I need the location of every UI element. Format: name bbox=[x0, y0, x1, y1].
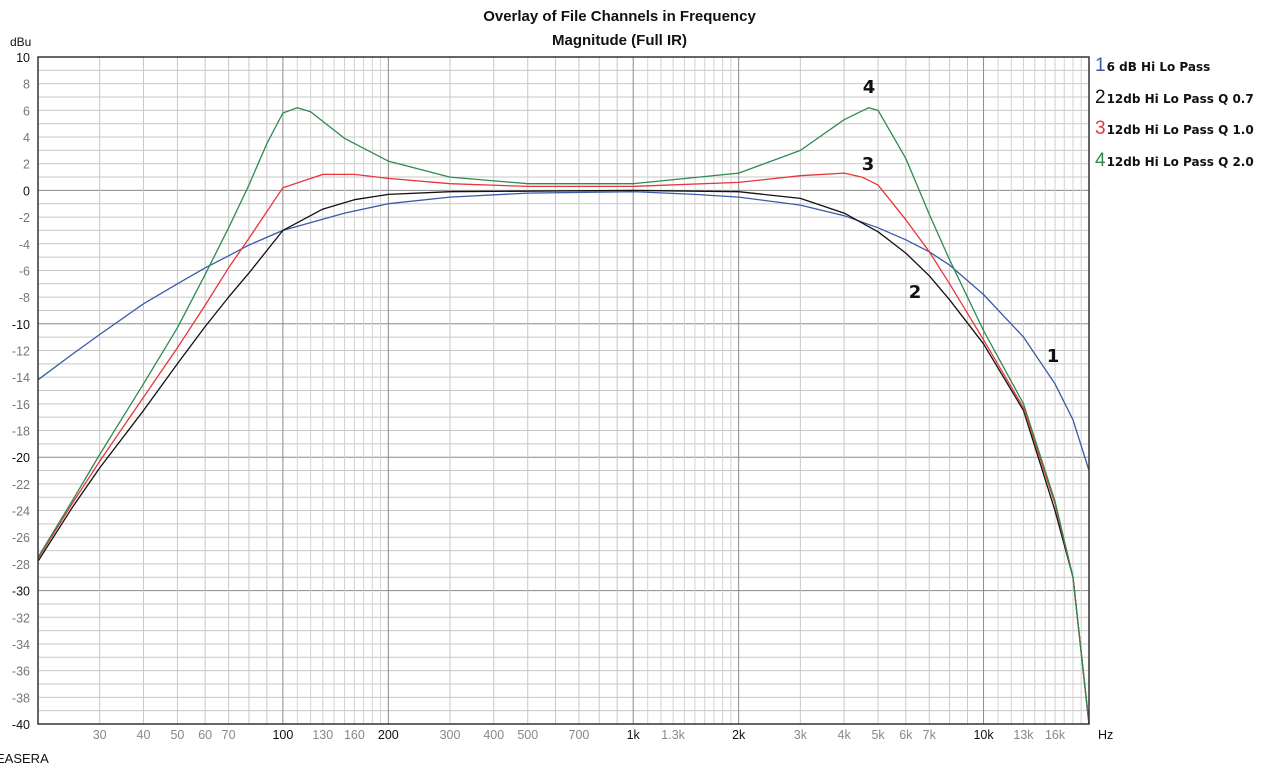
svg-text:16k: 16k bbox=[1045, 728, 1066, 742]
curve-4 bbox=[37, 107, 1090, 725]
svg-text:-10: -10 bbox=[12, 318, 30, 332]
svg-text:-2: -2 bbox=[19, 211, 30, 225]
x-axis-unit: Hz bbox=[1098, 728, 1113, 742]
svg-text:-14: -14 bbox=[12, 371, 30, 385]
svg-text:-20: -20 bbox=[12, 451, 30, 465]
svg-text:-22: -22 bbox=[12, 478, 30, 492]
brand-label: EASERA bbox=[0, 751, 49, 766]
legend-num: 4 bbox=[1095, 149, 1106, 171]
legend-item-4[interactable]: 4 12db Hi Lo Pass Q 2.0 bbox=[1095, 150, 1254, 182]
svg-text:-32: -32 bbox=[12, 611, 30, 625]
curve-3 bbox=[37, 172, 1090, 725]
svg-text:-6: -6 bbox=[19, 264, 30, 278]
svg-text:1.3k: 1.3k bbox=[661, 728, 685, 742]
legend-item-2[interactable]: 2 12db Hi Lo Pass Q 0.7 bbox=[1095, 87, 1254, 119]
svg-text:-36: -36 bbox=[12, 665, 30, 679]
svg-text:160: 160 bbox=[344, 728, 365, 742]
y-axis-unit: dBu bbox=[10, 35, 32, 49]
svg-text:13k: 13k bbox=[1013, 728, 1034, 742]
curve-label-1: 1 bbox=[1047, 346, 1060, 367]
legend-label: 6 dB Hi Lo Pass bbox=[1106, 60, 1211, 74]
svg-text:2k: 2k bbox=[732, 728, 746, 742]
svg-text:-38: -38 bbox=[12, 691, 30, 705]
svg-text:400: 400 bbox=[483, 728, 504, 742]
curve-number-labels: 1 2 3 4 bbox=[862, 77, 1060, 367]
curve-1 bbox=[37, 191, 1090, 471]
svg-text:-12: -12 bbox=[12, 344, 30, 358]
svg-text:130: 130 bbox=[312, 728, 333, 742]
svg-text:7k: 7k bbox=[923, 728, 937, 742]
svg-text:-40: -40 bbox=[12, 718, 30, 732]
svg-text:8: 8 bbox=[23, 78, 30, 92]
svg-text:10k: 10k bbox=[973, 728, 994, 742]
svg-text:200: 200 bbox=[378, 728, 399, 742]
svg-text:-28: -28 bbox=[12, 558, 30, 572]
svg-text:50: 50 bbox=[170, 728, 184, 742]
svg-text:-34: -34 bbox=[12, 638, 30, 652]
svg-text:300: 300 bbox=[440, 728, 461, 742]
legend-num: 3 bbox=[1095, 118, 1106, 139]
svg-text:5k: 5k bbox=[871, 728, 885, 742]
legend-num: 1 bbox=[1095, 55, 1106, 76]
svg-text:6: 6 bbox=[23, 104, 30, 118]
svg-text:4: 4 bbox=[23, 131, 30, 145]
chart-title-line1: Overlay of File Channels in Frequency bbox=[483, 8, 756, 25]
y-axis-ticks: 10 8 6 4 2 0 -2 -4 -6 -8 -10 -12 -14 -16 -18 -20 -22 -24 -… bbox=[12, 51, 30, 732]
svg-text:-30: -30 bbox=[12, 585, 30, 599]
svg-text:-26: -26 bbox=[12, 531, 30, 545]
legend-label: 12db Hi Lo Pass Q 1.0 bbox=[1106, 123, 1254, 137]
svg-text:40: 40 bbox=[137, 728, 151, 742]
svg-text:-24: -24 bbox=[12, 505, 30, 519]
curve-label-3: 3 bbox=[862, 154, 875, 175]
curve-2 bbox=[37, 189, 1090, 725]
svg-text:2: 2 bbox=[23, 158, 30, 172]
svg-text:4k: 4k bbox=[838, 728, 852, 742]
legend-num: 2 bbox=[1095, 86, 1106, 108]
plot-grid bbox=[37, 56, 1090, 725]
svg-text:3k: 3k bbox=[794, 728, 808, 742]
svg-text:1k: 1k bbox=[627, 728, 641, 742]
svg-text:60: 60 bbox=[198, 728, 212, 742]
plot-curves bbox=[37, 107, 1090, 725]
svg-text:30: 30 bbox=[93, 728, 107, 742]
svg-text:10: 10 bbox=[16, 51, 30, 65]
x-axis-ticks: 30 40 50 60 70 100 130 160 200 300 400 500 700 1k 1.3k… bbox=[93, 728, 1066, 742]
svg-text:-18: -18 bbox=[12, 425, 30, 439]
legend-item-1[interactable]: 1 6 dB Hi Lo Pass bbox=[1095, 55, 1254, 87]
svg-text:700: 700 bbox=[569, 728, 590, 742]
svg-text:100: 100 bbox=[272, 728, 293, 742]
legend-label: 12db Hi Lo Pass Q 0.7 bbox=[1106, 91, 1254, 106]
curve-label-2: 2 bbox=[909, 282, 922, 303]
svg-text:-4: -4 bbox=[19, 238, 30, 252]
svg-text:-16: -16 bbox=[12, 398, 30, 412]
svg-text:-8: -8 bbox=[19, 291, 30, 305]
legend-item-3[interactable]: 3 12db Hi Lo Pass Q 1.0 bbox=[1095, 118, 1254, 150]
legend-label: 12db Hi Lo Pass Q 2.0 bbox=[1106, 154, 1254, 169]
curve-label-4: 4 bbox=[863, 77, 876, 98]
svg-text:0: 0 bbox=[23, 184, 30, 198]
legend: 1 6 dB Hi Lo Pass 2 12db Hi Lo Pass Q 0.… bbox=[1095, 55, 1254, 181]
svg-text:70: 70 bbox=[222, 728, 236, 742]
svg-text:6k: 6k bbox=[899, 728, 913, 742]
svg-text:500: 500 bbox=[517, 728, 538, 742]
plot-frame bbox=[37, 56, 1090, 725]
chart-title-line2: Magnitude (Full IR) bbox=[552, 32, 687, 49]
